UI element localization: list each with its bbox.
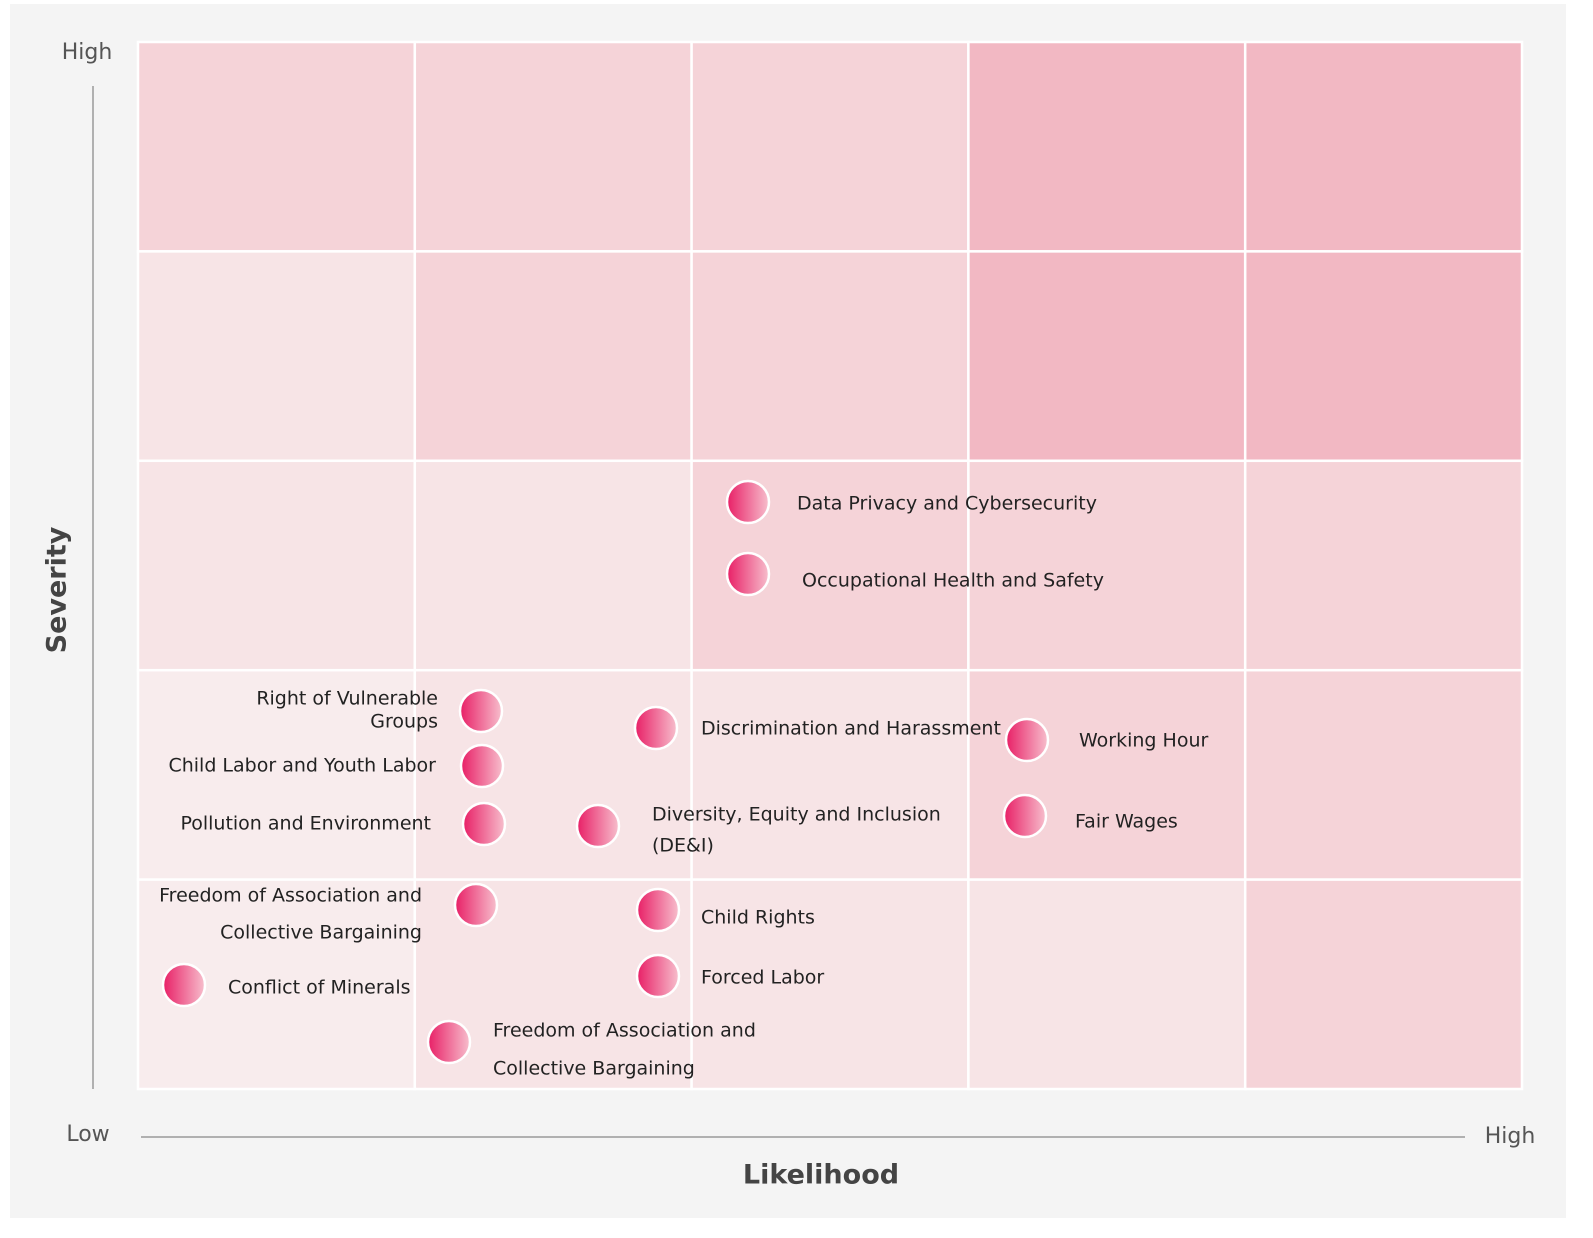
x-high-label: High xyxy=(1485,1124,1536,1149)
x-low-label: Low xyxy=(66,1122,109,1147)
risk-label: Discrimination and Harassment xyxy=(701,718,1001,740)
grid-cell xyxy=(690,878,970,1091)
risk-dot xyxy=(161,962,207,1008)
risk-dot xyxy=(459,743,505,789)
risk-dot xyxy=(1002,793,1048,839)
grid-cell xyxy=(1243,250,1524,463)
grid-cell xyxy=(690,668,970,881)
y-high-label: High xyxy=(62,40,113,65)
risk-label: Child Labor and Youth Labor xyxy=(168,755,436,777)
risk-label: Forced Labor xyxy=(701,967,824,989)
risk-label: Freedom of Association and xyxy=(159,885,422,907)
y-axis-title: Severity xyxy=(42,526,73,653)
risk-label: Pollution and Environment xyxy=(180,813,431,835)
grid-cell xyxy=(413,668,693,881)
risk-label: (DE&I) xyxy=(652,835,714,857)
grid-cell xyxy=(136,668,417,881)
risk-label: Right of Vulnerable xyxy=(256,688,438,710)
risk-label: Groups xyxy=(370,711,438,733)
risk-label: Child Rights xyxy=(701,907,815,929)
risk-dot xyxy=(635,887,681,933)
items: Data Privacy and Cybersecurity Occupation… xyxy=(159,479,1208,1080)
risk-label: Fair Wages xyxy=(1075,811,1178,833)
x-axis-title: Likelihood xyxy=(743,1160,899,1191)
risk-label: Data Privacy and Cybersecurity xyxy=(797,493,1097,515)
risk-label: Working Hour xyxy=(1079,730,1208,752)
risk-label: Collective Bargaining xyxy=(493,1058,695,1080)
grid-cell xyxy=(413,459,693,672)
grid-cell xyxy=(136,40,417,253)
risk-dot xyxy=(635,953,681,999)
risk-dot xyxy=(426,1019,472,1065)
risk-dot xyxy=(725,551,771,597)
grid-cell xyxy=(136,250,417,463)
grid-cell xyxy=(1243,459,1524,672)
grid-cell xyxy=(967,40,1247,253)
risk-dot xyxy=(633,705,679,751)
grid-cell xyxy=(690,40,970,253)
grid-cell xyxy=(136,459,417,672)
grid-cell xyxy=(413,250,693,463)
risk-label: Collective Bargaining xyxy=(220,922,422,944)
grid-cell xyxy=(413,40,693,253)
grid-cell xyxy=(967,250,1247,463)
risk-dot xyxy=(725,479,771,525)
risk-dot xyxy=(453,882,499,928)
grid-cell xyxy=(967,459,1247,672)
risk-dot xyxy=(458,688,504,734)
risk-label: Occupational Health and Safety xyxy=(802,570,1104,592)
risk-label: Freedom of Association and xyxy=(493,1020,756,1042)
grid-cell xyxy=(1243,878,1524,1091)
risk-label: Diversity, Equity and Inclusion xyxy=(652,804,941,826)
risk-dot xyxy=(461,801,507,847)
grid-cell xyxy=(967,878,1247,1091)
grid-cell xyxy=(690,250,970,463)
grid-cell xyxy=(967,668,1247,881)
grid-cell xyxy=(1243,668,1524,881)
grid-cell xyxy=(1243,40,1524,253)
risk-label: Conflict of Minerals xyxy=(228,977,411,999)
risk-dot xyxy=(575,803,621,849)
grid xyxy=(136,40,1524,1091)
risk-dot xyxy=(1004,717,1050,763)
